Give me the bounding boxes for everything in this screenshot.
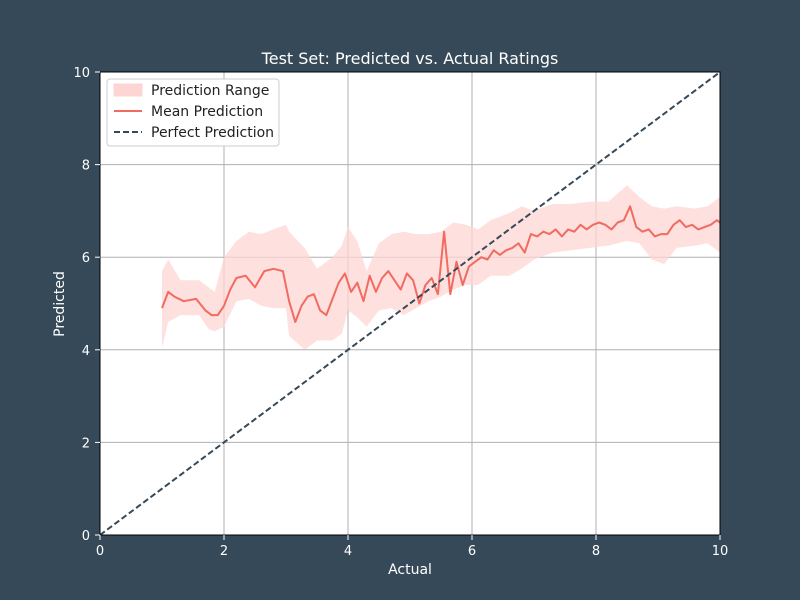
legend: Prediction Range Mean Prediction Perfect… xyxy=(106,78,280,147)
mean-prediction-line xyxy=(161,205,721,323)
legend-label-prediction-range: Prediction Range xyxy=(151,83,269,99)
x-tick-label: 4 xyxy=(344,544,352,559)
legend-label-perfect-prediction: Perfect Prediction xyxy=(151,125,274,141)
x-tick-label: 10 xyxy=(712,544,729,559)
x-tick-label: 8 xyxy=(592,544,600,559)
x-tick-label: 6 xyxy=(468,544,476,559)
x-tick-label: 2 xyxy=(220,544,228,559)
y-axis-ticks: 0 2 4 6 8 10 xyxy=(73,66,100,544)
y-tick-label: 6 xyxy=(82,251,90,266)
y-tick-label: 2 xyxy=(82,436,90,451)
x-axis-ticks: 0 2 4 6 8 10 xyxy=(96,535,728,559)
y-tick-label: 0 xyxy=(82,529,90,544)
legend-swatch-prediction-range xyxy=(113,83,143,97)
y-tick-label: 8 xyxy=(82,159,90,174)
y-axis-label: Predicted xyxy=(52,271,68,337)
plot-frame xyxy=(99,71,721,536)
perfect-prediction-line xyxy=(99,71,721,536)
legend-box xyxy=(106,78,280,147)
y-tick-label: 10 xyxy=(73,66,90,81)
x-axis-label: Actual xyxy=(388,562,432,578)
y-tick-label: 4 xyxy=(82,344,90,359)
mean-prediction-path xyxy=(161,205,721,323)
perfect-prediction-path xyxy=(99,71,721,536)
x-tick-label: 0 xyxy=(96,544,104,559)
chart-title: Test Set: Predicted vs. Actual Ratings xyxy=(261,49,559,68)
legend-label-mean-prediction: Mean Prediction xyxy=(151,104,263,120)
